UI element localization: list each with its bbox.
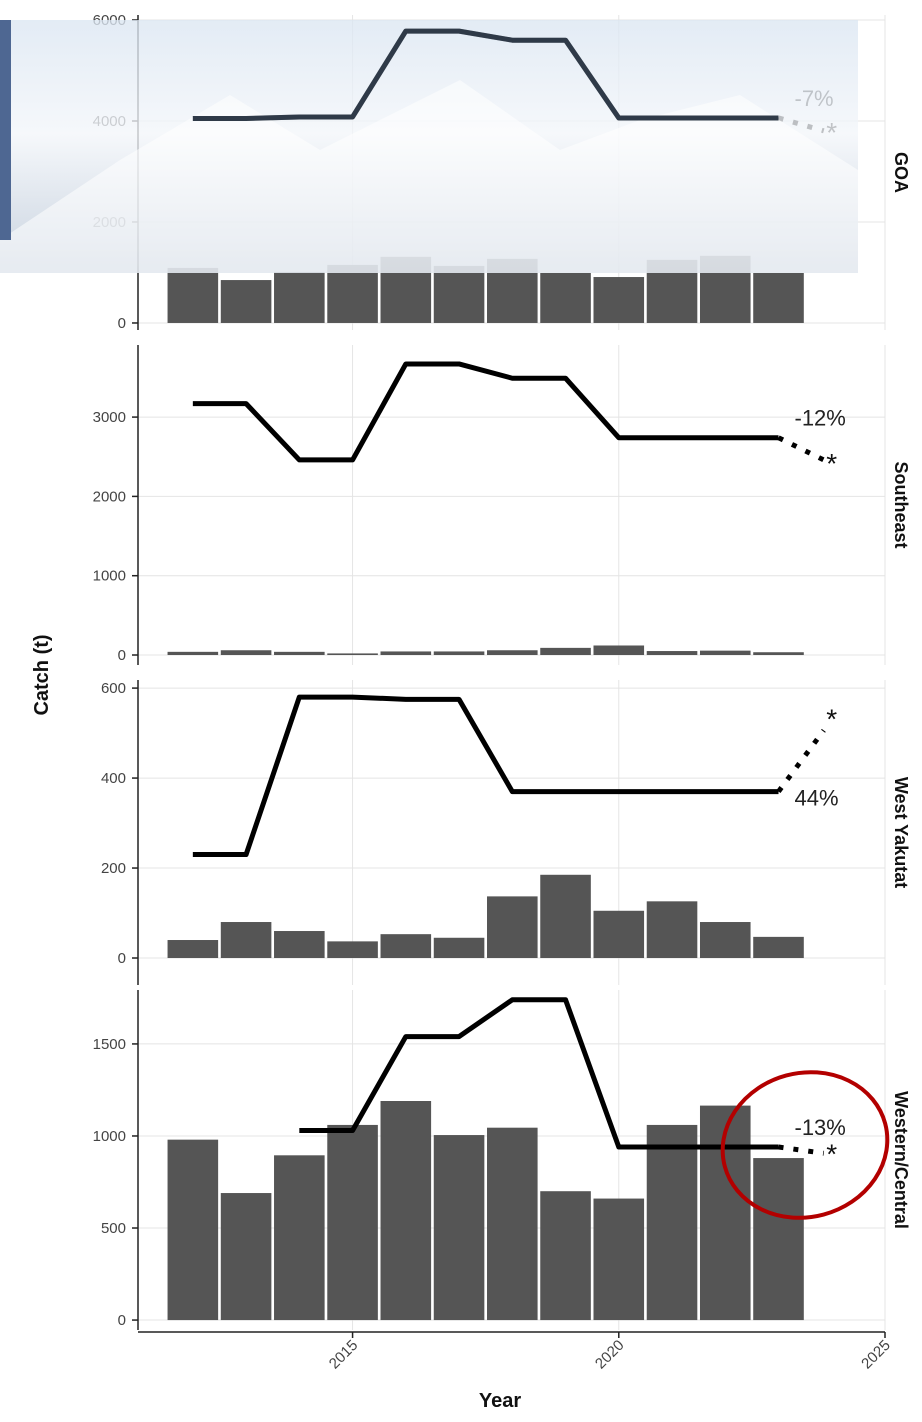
- bar: [327, 941, 378, 959]
- bar: [540, 1191, 591, 1321]
- change-label: -12%: [795, 406, 846, 431]
- bar: [433, 651, 485, 656]
- photo-mountains: [0, 80, 858, 273]
- bar: [220, 1193, 272, 1321]
- bar: [167, 651, 219, 656]
- y-tick-label: 0: [118, 647, 126, 664]
- bar: [220, 922, 272, 959]
- y-tick-label: 1000: [93, 568, 126, 585]
- projection-marker: *: [826, 448, 837, 479]
- bar: [699, 922, 751, 959]
- projection-line: [777, 435, 825, 463]
- bar: [380, 1101, 432, 1321]
- bar: [433, 1135, 485, 1321]
- bar: [433, 937, 485, 959]
- bar: [167, 267, 219, 323]
- y-tick-label: 0: [118, 1312, 126, 1329]
- y-tick-label: 0: [118, 950, 126, 967]
- bar: [593, 1198, 645, 1321]
- bar: [753, 1158, 804, 1321]
- line: [192, 361, 779, 463]
- x-tick-label: 2020: [592, 1337, 628, 1373]
- projection-marker: *: [826, 704, 837, 735]
- projection-line: [778, 1144, 825, 1156]
- strip-label: West Yakutat: [891, 777, 911, 888]
- y-tick-label: 200: [101, 860, 126, 877]
- strip-label: GOA: [891, 152, 911, 193]
- highlight-circle: [720, 1070, 890, 1220]
- bar: [593, 277, 645, 323]
- bar: [487, 896, 538, 959]
- bar: [274, 931, 325, 959]
- bar: [593, 910, 645, 959]
- bar: [274, 1155, 325, 1321]
- photo-edge: [0, 20, 11, 240]
- y-tick-label: 400: [101, 770, 126, 787]
- y-tick-label: 1500: [93, 1036, 126, 1053]
- y-tick-label: 1000: [93, 1128, 126, 1145]
- bar: [753, 936, 804, 959]
- bar: [699, 650, 751, 656]
- y-tick-label: 3000: [93, 409, 126, 426]
- bar: [753, 272, 804, 323]
- y-tick-label: 600: [101, 680, 126, 697]
- y-tick-label: 500: [101, 1220, 126, 1237]
- bar: [167, 940, 219, 959]
- change-label: 44%: [795, 786, 839, 811]
- strip-label: Southeast: [891, 461, 911, 548]
- line: [299, 997, 779, 1150]
- bar: [646, 1124, 698, 1321]
- strip-label: Western/Central: [891, 1091, 911, 1229]
- bar: [487, 650, 538, 656]
- bar: [327, 1124, 378, 1321]
- bar: [327, 264, 378, 323]
- x-tick-label: 2015: [326, 1337, 362, 1373]
- line: [192, 694, 779, 858]
- bar: [540, 647, 591, 656]
- y-tick-label: 2000: [93, 488, 126, 505]
- bar: [274, 651, 325, 656]
- bar: [380, 934, 432, 959]
- bar: [540, 272, 591, 323]
- bar: [167, 1139, 219, 1321]
- x-tick-label: 2025: [858, 1337, 894, 1373]
- bar: [646, 901, 698, 959]
- change-label: -13%: [795, 1115, 846, 1140]
- bar: [220, 650, 272, 656]
- bar: [487, 1127, 538, 1321]
- projection-line: [776, 728, 826, 794]
- bar: [274, 271, 325, 323]
- bar: [327, 653, 378, 656]
- x-axis-title: Year: [479, 1390, 521, 1412]
- bar: [540, 874, 591, 959]
- projection-marker: *: [826, 1138, 837, 1169]
- bar: [380, 651, 432, 656]
- bar: [593, 645, 645, 656]
- bar: [433, 265, 485, 323]
- y-tick-label: 0: [118, 315, 126, 332]
- bar: [220, 280, 272, 323]
- y-axis-title: Catch (t): [31, 634, 53, 715]
- bar: [646, 651, 698, 656]
- bar: [753, 652, 804, 656]
- line: [192, 28, 779, 121]
